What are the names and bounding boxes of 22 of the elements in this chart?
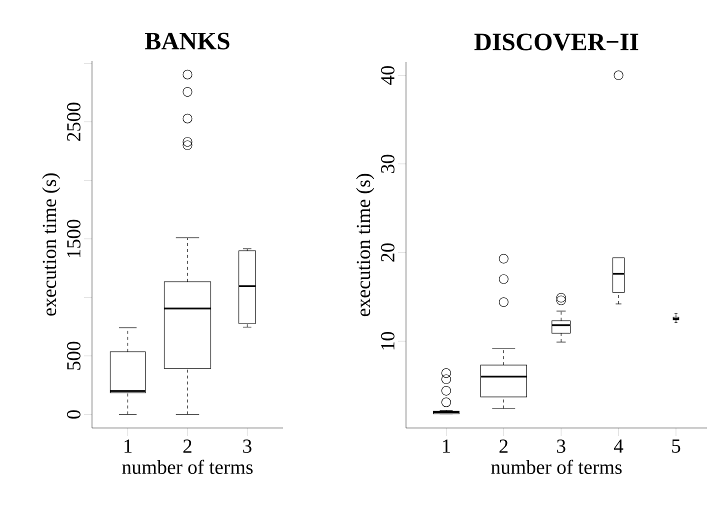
y-tick-label: 500 xyxy=(67,342,80,370)
y-axis-title: execution time (s) xyxy=(356,174,374,316)
chart-title: BANKS xyxy=(145,32,230,50)
y-tick-label: 20 xyxy=(381,243,394,262)
y-tick-label: 2500 xyxy=(67,102,80,141)
x-tick-label: 2 xyxy=(500,440,508,453)
x-tick-label: 1 xyxy=(442,440,450,453)
x-axis-title: number of terms xyxy=(122,460,253,474)
y-tick-label: 40 xyxy=(381,66,394,85)
y-tick-label: 1500 xyxy=(67,220,80,258)
x-tick-label: 4 xyxy=(614,440,624,453)
x-tick-label: 2 xyxy=(183,440,192,453)
y-tick-label: 0 xyxy=(67,410,80,419)
x-axis-title: number of terms xyxy=(491,460,622,474)
x-tick-label: 3 xyxy=(243,440,252,453)
chart-title: DISCOVER−II xyxy=(474,34,638,50)
x-tick-label: 5 xyxy=(672,440,680,453)
y-tick-label: 30 xyxy=(381,154,394,173)
y-axis-title: execution time (s) xyxy=(42,173,60,316)
x-tick-label: 3 xyxy=(557,440,566,453)
y-tick-label: 10 xyxy=(381,332,394,350)
x-tick-label: 1 xyxy=(124,440,132,453)
